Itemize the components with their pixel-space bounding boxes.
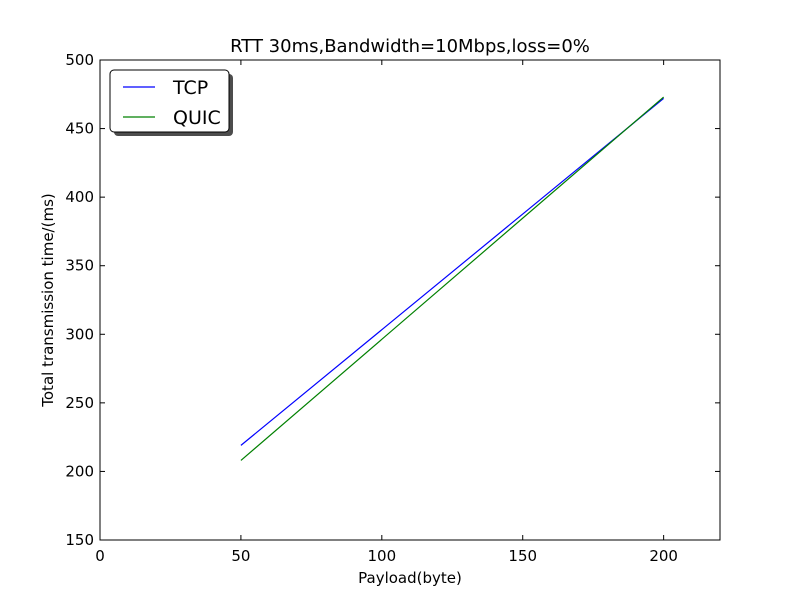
- y-tick-label: 350: [65, 257, 94, 275]
- x-axis-label: Payload(byte): [358, 569, 462, 587]
- legend: TCP QUIC: [109, 69, 233, 136]
- y-tick-label: 450: [65, 120, 94, 138]
- legend-label-tcp: TCP: [172, 77, 208, 99]
- chart-title: RTT 30ms,Bandwidth=10Mbps,loss=0%: [230, 36, 590, 57]
- x-tick-label: 100: [367, 547, 396, 565]
- legend-label-quic: QUIC: [173, 107, 221, 129]
- y-tick-label: 500: [65, 51, 94, 69]
- y-tick-label: 250: [65, 394, 94, 412]
- y-axis-label: Total transmission time/(ms): [39, 193, 57, 407]
- x-tick-label: 50: [231, 547, 250, 565]
- y-tick-label: 300: [65, 325, 94, 343]
- series-line-quic: [240, 96, 665, 461]
- plot-frame: [99, 59, 721, 541]
- x-tick-label: 0: [95, 547, 105, 565]
- x-tick-label: 200: [649, 547, 678, 565]
- y-tick-label: 400: [65, 188, 94, 206]
- series-line-tcp: [240, 97, 665, 446]
- x-tick-label: 150: [508, 547, 537, 565]
- y-tick-label: 150: [65, 531, 94, 549]
- plot-layer: [240, 96, 665, 461]
- tick-layer: 0 50 100 150 200 150 200 250 300 350 400 450 500: [65, 51, 720, 565]
- y-tick-label: 200: [65, 462, 94, 480]
- legend-items: TCP QUIC: [123, 77, 221, 129]
